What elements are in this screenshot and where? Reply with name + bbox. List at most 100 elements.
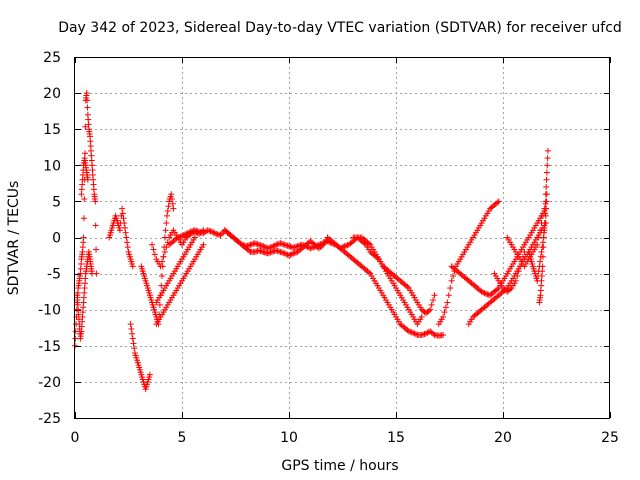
y-tick-label: -10: [38, 303, 61, 319]
data-point: [425, 307, 432, 314]
data-point: [163, 220, 170, 227]
data-point: [512, 277, 519, 284]
data-point: [534, 241, 541, 248]
data-point: [539, 263, 546, 270]
x-tick-label: 10: [280, 430, 298, 446]
data-point: [427, 306, 434, 313]
data-point: [540, 244, 547, 251]
data-point: [448, 277, 455, 284]
data-point: [157, 263, 164, 270]
series-arc16: [491, 248, 528, 295]
data-point: [183, 230, 190, 237]
data-point: [365, 269, 372, 276]
data-point: [89, 270, 96, 277]
y-axis-title: SDTVAR / TECUs: [6, 181, 22, 296]
data-point: [442, 304, 449, 311]
data-point: [288, 251, 295, 258]
data-point: [337, 245, 344, 252]
data-point: [83, 90, 90, 97]
data-point: [208, 228, 215, 235]
data-point: [543, 183, 550, 190]
data-point: [164, 208, 171, 215]
data-point: [430, 297, 437, 304]
series-arc9: [153, 234, 198, 306]
data-point: [180, 232, 187, 239]
data-point: [129, 330, 136, 337]
data-point: [544, 147, 551, 154]
data-point: [450, 273, 457, 280]
data-point: [121, 224, 128, 231]
data-point: [478, 288, 485, 295]
data-point: [80, 215, 87, 222]
data-point: [538, 248, 545, 255]
x-tick-label: 25: [601, 430, 619, 446]
data-point: [200, 241, 207, 248]
data-point: [515, 268, 522, 275]
data-points: [72, 90, 551, 393]
data-point: [124, 244, 131, 251]
axis-ticks: [75, 57, 611, 419]
data-point: [181, 231, 188, 238]
data-point: [72, 328, 79, 335]
data-point: [514, 273, 521, 280]
data-point: [168, 191, 175, 198]
data-point: [281, 250, 288, 257]
x-tick-label: 0: [71, 430, 80, 446]
data-point: [441, 309, 448, 316]
data-point: [444, 299, 451, 306]
data-point: [542, 210, 549, 217]
data-point: [445, 292, 452, 299]
data-point: [146, 371, 153, 378]
data-point: [418, 313, 425, 320]
data-point: [186, 229, 193, 236]
data-point: [120, 215, 127, 222]
x-tick-label: 20: [494, 430, 512, 446]
data-point: [162, 227, 169, 234]
series-arc10: [166, 227, 447, 339]
series-arc14: [448, 205, 549, 299]
series-arc13: [435, 198, 502, 328]
data-point: [84, 97, 91, 104]
data-point: [149, 241, 156, 248]
series-arc17: [504, 198, 549, 270]
data-point: [84, 176, 91, 183]
series-arc3: [78, 155, 91, 198]
data-point: [338, 244, 345, 251]
data-point: [440, 331, 447, 338]
data-point: [123, 234, 130, 241]
x-axis-title: GPS time / hours: [281, 458, 398, 474]
data-point: [361, 240, 368, 247]
data-point: [374, 254, 381, 261]
y-tick-label: 20: [43, 86, 61, 102]
data-point: [82, 123, 89, 130]
data-point: [447, 285, 454, 292]
data-point: [191, 234, 198, 241]
series-arc4: [106, 205, 136, 270]
data-point: [480, 289, 487, 296]
series-arc19: [536, 147, 551, 306]
data-point: [156, 301, 163, 308]
series-arc6: [138, 191, 177, 328]
series-arc12: [350, 234, 438, 317]
data-point: [283, 251, 290, 258]
data-point: [542, 191, 549, 198]
data-point: [169, 195, 176, 202]
data-point: [184, 230, 191, 237]
data-point: [151, 251, 158, 258]
data-point: [92, 222, 99, 229]
data-point: [119, 205, 126, 212]
data-point: [494, 286, 501, 293]
data-point: [286, 252, 292, 259]
y-tick-labels: -25 -20 -15 -10 -5 0 5 10 15 20 25: [38, 50, 61, 427]
data-point: [287, 251, 294, 258]
data-point: [541, 220, 548, 227]
data-point: [260, 243, 267, 250]
data-point: [410, 329, 417, 336]
data-point: [411, 330, 418, 337]
data-point: [412, 331, 419, 338]
data-point: [544, 162, 551, 169]
data-point: [179, 233, 185, 240]
data-point: [430, 330, 437, 337]
data-point: [539, 253, 546, 260]
